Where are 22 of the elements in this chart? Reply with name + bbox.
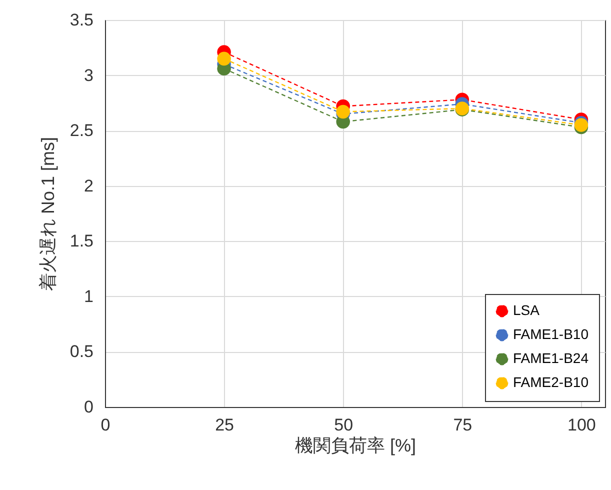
x-tick-label: 100 bbox=[568, 416, 596, 434]
y-tick-label: 2.5 bbox=[70, 121, 94, 140]
point bbox=[336, 104, 350, 119]
y-tick-label: 0.5 bbox=[70, 342, 94, 362]
y-tick-label: 3 bbox=[84, 66, 94, 85]
y-tick-label: 3.5 bbox=[70, 10, 94, 30]
y-tick-label: 1 bbox=[84, 286, 94, 306]
y-tick-label: 0 bbox=[84, 398, 94, 416]
x-axis-title: 機関負荷率 [%] bbox=[294, 436, 416, 456]
x-tick-label: 50 bbox=[334, 416, 354, 434]
y-tick-label: 1.5 bbox=[70, 232, 94, 251]
x-tick-label: 25 bbox=[215, 416, 234, 434]
x-tick-label: 0 bbox=[100, 416, 110, 434]
y-tick-label: 2 bbox=[84, 176, 94, 196]
point bbox=[217, 52, 231, 66]
legend-label: FAME2-B10 bbox=[513, 374, 589, 390]
legend-label: LSA bbox=[513, 302, 540, 318]
legend-label: FAME1-B10 bbox=[513, 326, 589, 342]
y-axis-title: 着火遅れ No.1 [ms] bbox=[38, 136, 58, 292]
x-tick-label: 75 bbox=[453, 416, 472, 434]
point bbox=[574, 118, 588, 132]
legend-label: FAME1-B24 bbox=[513, 350, 589, 366]
